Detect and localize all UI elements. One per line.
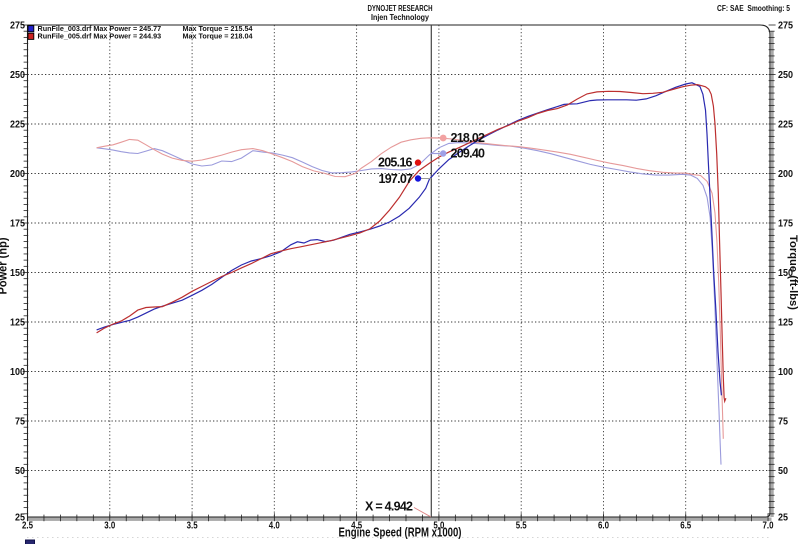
- svg-text:RunFile_003.drf Max Power = 24: RunFile_003.drf Max Power = 245.77: [38, 24, 162, 33]
- svg-text:175: 175: [10, 219, 25, 230]
- svg-text:209.40: 209.40: [451, 147, 486, 161]
- svg-text:Engine Speed (RPM x1000): Engine Speed (RPM x1000): [339, 526, 462, 540]
- svg-text:275: 275: [10, 21, 25, 32]
- svg-text:2.5: 2.5: [22, 521, 33, 532]
- svg-text:150: 150: [10, 268, 25, 279]
- svg-text:150: 150: [778, 268, 793, 279]
- svg-text:175: 175: [778, 219, 793, 230]
- svg-text:125: 125: [778, 318, 793, 329]
- svg-text:100: 100: [778, 367, 793, 378]
- svg-text:Max Torque = 215.54: Max Torque = 215.54: [183, 24, 253, 33]
- svg-text:225: 225: [10, 120, 25, 131]
- svg-text:4.0: 4.0: [269, 521, 280, 532]
- svg-text:3.0: 3.0: [104, 521, 115, 532]
- svg-text:250: 250: [778, 70, 793, 81]
- svg-text:200: 200: [778, 169, 793, 180]
- svg-text:Torque (ft-lbs): Torque (ft-lbs): [787, 235, 799, 310]
- svg-text:6.5: 6.5: [680, 521, 691, 532]
- svg-text:6.0: 6.0: [598, 521, 609, 532]
- svg-text:50: 50: [778, 466, 788, 477]
- svg-text:200: 200: [10, 169, 25, 180]
- svg-text:275: 275: [778, 21, 793, 32]
- svg-text:Power (hp): Power (hp): [0, 237, 10, 294]
- svg-text:205.16: 205.16: [378, 156, 413, 170]
- svg-text:75: 75: [778, 417, 788, 428]
- svg-text:4.5: 4.5: [351, 521, 362, 532]
- svg-text:100: 100: [10, 367, 25, 378]
- svg-text:125: 125: [10, 318, 25, 329]
- svg-text:225: 225: [778, 120, 793, 131]
- svg-text:X = 4.942: X = 4.942: [365, 500, 413, 514]
- svg-text:CF: SAE Smoothing: 5: CF: SAE Smoothing: 5: [717, 4, 791, 13]
- svg-text:50: 50: [15, 466, 25, 477]
- svg-text:25: 25: [778, 513, 788, 524]
- svg-text:Injen Technology: Injen Technology: [371, 13, 430, 22]
- svg-text:RunFile_005.drf Max Power = 24: RunFile_005.drf Max Power = 244.93: [38, 32, 162, 41]
- svg-text:5.5: 5.5: [516, 521, 527, 532]
- svg-text:DYNOJET RESEARCH: DYNOJET RESEARCH: [368, 4, 433, 13]
- svg-text:218.02: 218.02: [451, 131, 486, 145]
- svg-text:197.07: 197.07: [379, 172, 414, 186]
- svg-text:25: 25: [15, 513, 25, 524]
- svg-text:7.0: 7.0: [763, 521, 774, 532]
- svg-text:250: 250: [10, 70, 25, 81]
- svg-text:5.0: 5.0: [433, 521, 444, 532]
- svg-text:Max Torque = 218.04: Max Torque = 218.04: [183, 32, 253, 41]
- svg-text:75: 75: [15, 417, 25, 428]
- svg-text:3.5: 3.5: [187, 521, 198, 532]
